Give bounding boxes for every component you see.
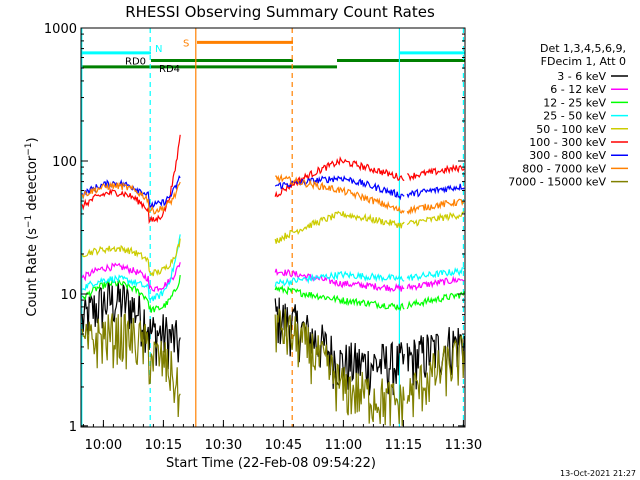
legend-entry-label: 300 - 800 keV bbox=[529, 149, 606, 162]
series-group bbox=[81, 134, 465, 426]
event-lines bbox=[81, 28, 464, 427]
y-axis-label: Count Rate (s−1 detector−1) bbox=[24, 137, 40, 316]
x-tick-label: 10:45 bbox=[265, 438, 302, 453]
legend-entry-label: 12 - 25 keV bbox=[543, 96, 606, 109]
legend-entry-label: 6 - 12 keV bbox=[550, 83, 606, 96]
x-axis-ticks: 10:00 10:15 10:30 10:45 11:00 11:15 11:30 bbox=[82, 420, 482, 453]
legend-entry-label: 800 - 7000 keV bbox=[522, 162, 606, 175]
series-line-800-7000keV bbox=[81, 173, 465, 215]
series-line-100-300keV bbox=[81, 134, 465, 225]
flag-label-rd0: RD0 bbox=[125, 56, 146, 67]
flag-label-rd4: RD4 bbox=[159, 64, 180, 75]
chart-title: RHESSI Observing Summary Count Rates bbox=[125, 3, 435, 21]
legend-entry-label: 25 - 50 keV bbox=[543, 110, 606, 123]
svg-text:Count Rate (s−1 detector−1): Count Rate (s−1 detector−1) bbox=[24, 137, 40, 316]
flag-label-s: S bbox=[183, 38, 189, 49]
x-tick-label: 11:00 bbox=[325, 438, 362, 453]
legend-entry-label: 100 - 300 keV bbox=[529, 136, 606, 149]
y-axis-ticks: 1 10 100 1000 bbox=[44, 22, 465, 435]
y-tick-label: 1 bbox=[69, 420, 77, 435]
flag-bars: N S RD0 RD4 bbox=[81, 38, 465, 75]
plot-frame bbox=[80, 27, 466, 428]
y-tick-label: 100 bbox=[52, 155, 77, 170]
footer-date: 13-Oct-2021 21:27 bbox=[560, 469, 636, 478]
x-tick-label: 10:00 bbox=[85, 438, 122, 453]
legend-entry-label: 3 - 6 keV bbox=[557, 70, 606, 83]
legend-header-line-1: Det 1,3,4,5,6,9, bbox=[540, 42, 626, 55]
legend-entry-label: 7000 - 15000 keV bbox=[508, 176, 606, 189]
x-tick-label: 11:30 bbox=[445, 438, 482, 453]
x-axis-label: Start Time (22-Feb-08 09:54:22) bbox=[166, 456, 376, 471]
legend-header-line-2: FDecim 1, Att 0 bbox=[541, 55, 626, 68]
series-line-7000-15000keV bbox=[81, 308, 465, 426]
legend: Det 1,3,4,5,6,9, FDecim 1, Att 0 3 - 6 k… bbox=[508, 42, 628, 189]
y-tick-label: 10 bbox=[60, 288, 77, 303]
legend-entry-label: 50 - 100 keV bbox=[536, 123, 606, 136]
x-tick-label: 11:15 bbox=[385, 438, 422, 453]
series-line-25-50keV bbox=[81, 234, 465, 302]
series-line-12-25keV bbox=[81, 275, 465, 313]
series-line-6-12keV bbox=[81, 262, 465, 293]
x-tick-label: 10:30 bbox=[205, 438, 242, 453]
x-tick-label: 10:15 bbox=[145, 438, 182, 453]
series-line-3-6keV bbox=[81, 279, 465, 396]
y-tick-label: 1000 bbox=[44, 22, 77, 37]
series-line-50-100keV bbox=[81, 210, 465, 277]
flag-label-n: N bbox=[155, 44, 162, 55]
